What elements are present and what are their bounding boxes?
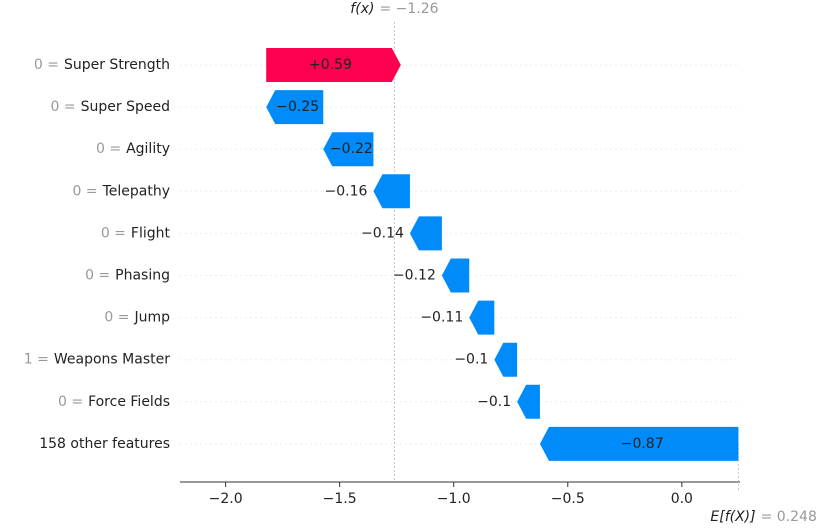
feature-value: 0 = [104,310,129,326]
feature-value: 0 = [85,268,110,284]
bar [494,342,518,377]
feature-value: 0 = [34,57,59,73]
feature-name: Agility [126,141,170,157]
bar [373,174,410,209]
y-label: 0 = Flight [101,225,171,241]
y-label: 1 = Weapons Master [24,352,170,368]
feature-name: Phasing [115,268,170,284]
x-tick-label: −0.5 [551,491,585,507]
value-label: −0.14 [361,225,404,241]
y-label: 0 = Telepathy [73,183,171,199]
x-tick-label: −1.5 [323,491,357,507]
fx-name: f(x) [350,1,374,17]
bar [441,258,470,293]
bar [539,426,739,461]
feature-name: Weapons Master [54,352,170,368]
fx-value: = −1.26 [379,1,438,17]
y-label: 0 = Jump [104,310,170,326]
feature-name: Flight [131,225,171,241]
value-label: −0.16 [325,183,368,199]
feature-value: 0 = [58,394,83,410]
feature-value: 0 = [96,141,121,157]
value-label: −0.87 [621,436,664,452]
feature-name: Super Speed [81,99,170,115]
e-value: = 0.248 [761,509,817,525]
y-label: 0 = Super Strength [34,57,170,73]
bar [517,384,540,419]
feature-value: 0 = [73,183,98,199]
feature-name: Jump [133,310,170,326]
value-label: −0.12 [393,268,436,284]
x-tick-label: 0.0 [671,491,693,507]
feature-value: 1 = [24,352,49,368]
value-label: −0.11 [420,310,463,326]
y-label: 0 = Agility [96,141,170,157]
fx-text: f(x) = −1.26 [350,1,438,17]
bar [469,300,495,335]
value-label: −0.22 [330,141,373,157]
y-label: 0 = Phasing [85,268,170,284]
x-tick-label: −2.0 [209,491,243,507]
value-label: −0.25 [276,99,319,115]
feature-value: 0 = [101,225,126,241]
bar [266,48,401,82]
x-tick-label: −1.0 [437,491,471,507]
feature-name: Force Fields [88,394,170,410]
value-label: +0.59 [309,57,352,73]
y-label: 0 = Force Fields [58,394,170,410]
feature-name: Super Strength [64,57,170,73]
bar [266,90,324,125]
value-label: −0.1 [477,394,511,410]
feature-value: 0 = [51,99,76,115]
e-text: E[f(X)] = 0.248 [710,509,816,525]
feature-name: 158 other features [39,436,170,452]
bar [323,132,374,167]
feature-name: Telepathy [102,183,170,199]
bar [409,216,442,251]
e-name: E[f(X)] [710,509,755,525]
y-label: 0 = Super Speed [51,99,170,115]
value-label: −0.1 [454,352,488,368]
y-label: 158 other features [39,436,170,452]
